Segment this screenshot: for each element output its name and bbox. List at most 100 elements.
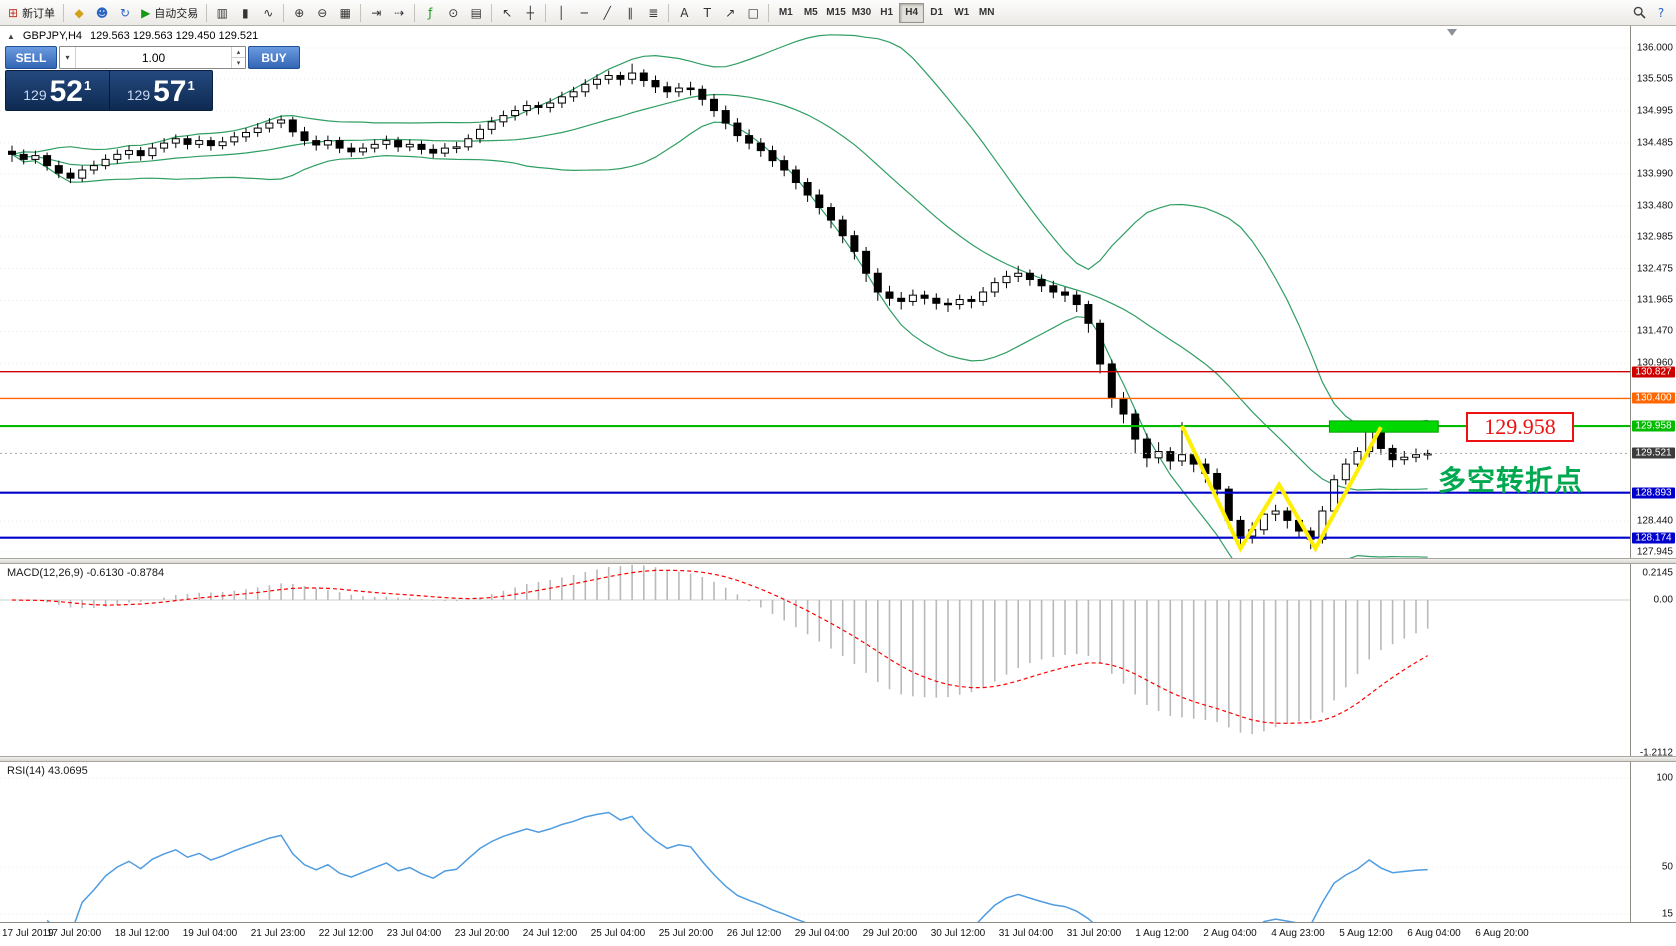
cursor-button[interactable]: ↖ (496, 2, 518, 23)
chart-ohlc-values: 129.563 129.563 129.450 129.521 (90, 30, 259, 42)
volume-down-icon[interactable]: ▾ (236, 60, 241, 67)
toolbar-separator (206, 3, 208, 22)
price-tick-label: 134.995 (1636, 105, 1673, 117)
line-chart-button[interactable]: ∿ (257, 2, 279, 23)
trendline-button[interactable]: ╱ (596, 2, 618, 23)
new-order-icon: ⊞ (8, 5, 19, 20)
search-button[interactable] (1628, 2, 1650, 23)
auto-trading-icon: ▶ (141, 5, 151, 20)
timeframe-button-H4[interactable]: H4 (899, 2, 925, 23)
volume-dropdown-icon[interactable]: ▾ (60, 47, 76, 68)
volume-spinner: ▴ ▾ (231, 47, 245, 68)
arrow-tool-button[interactable]: ↗ (719, 2, 741, 23)
indicators-icon: ƒ (428, 5, 433, 20)
price-tick-label: 127.945 (1636, 546, 1673, 558)
timeframe-button-D1[interactable]: D1 (924, 3, 949, 23)
chart-shift-marker (1447, 29, 1457, 36)
time-axis-label: 6 Aug 04:00 (1407, 928, 1461, 939)
level-price-label-blue: 128.893 (1632, 487, 1675, 499)
text-label-button[interactable]: T (696, 2, 718, 23)
auto-scroll-button[interactable]: ⇥ (365, 2, 387, 23)
timeframe-button-W1[interactable]: W1 (949, 3, 974, 23)
toolbar-separator (491, 3, 493, 22)
price-tick-label: 133.480 (1636, 200, 1673, 212)
rsi-scale-label: 50 (1661, 861, 1673, 873)
timeframe-button-MN[interactable]: MN (974, 3, 999, 23)
timeframe-button-M1[interactable]: M1 (773, 3, 798, 23)
new-order-button[interactable]: ⊞ 新订单 (4, 2, 59, 23)
time-axis[interactable]: 17 Jul 2019 17 Jul 20:00 18 Jul 12:00 19 Ju… (0, 922, 1676, 946)
zoom-out-button[interactable]: ⊖ (311, 2, 333, 23)
volume-up-icon[interactable]: ▴ (232, 47, 245, 58)
arrow-tool-icon: ↗ (725, 5, 736, 20)
buy-price-int: 129 (126, 87, 151, 103)
toolbar-separator (360, 3, 362, 22)
fibonacci-button[interactable]: ≣ (642, 2, 664, 23)
price-tick-label: 128.440 (1636, 515, 1673, 527)
price-tick-label: 131.470 (1636, 325, 1673, 337)
refresh-button[interactable]: ↻ (114, 2, 136, 23)
timeframe-button-M15[interactable]: M15 (823, 3, 848, 23)
price-scale[interactable]: 136.000 135.505 134.995 134.485 133.990 133.4… (1630, 26, 1676, 922)
sell-button[interactable]: SELL (5, 46, 57, 69)
time-axis-label: 30 Jul 12:00 (930, 928, 986, 939)
timeframe-button-M5[interactable]: M5 (798, 3, 823, 23)
indicators-button[interactable]: ƒ (419, 2, 441, 23)
zoom-in-button[interactable]: ⊕ (288, 2, 310, 23)
crosshair-button[interactable]: ┼ (519, 2, 541, 23)
new-order-label: 新订单 (22, 7, 56, 20)
shapes-button[interactable]: □ (742, 2, 764, 23)
zoom-out-icon: ⊖ (317, 5, 328, 20)
candlestick-chart-button[interactable]: ▮ (234, 2, 256, 23)
timeframe-button-H1[interactable]: H1 (874, 3, 899, 23)
cursor-icon: ↖ (502, 5, 513, 20)
candlestick-chart-icon: ▮ (241, 5, 249, 20)
buy-button[interactable]: BUY (248, 46, 300, 69)
buy-price-display[interactable]: 129 57 1 (108, 71, 213, 110)
macd-pane-splitter[interactable] (0, 558, 1676, 564)
help-button[interactable]: ? (1650, 2, 1672, 23)
timeframe-button-M30[interactable]: M30 (849, 3, 874, 23)
auto-trading-button[interactable]: ▶ 自动交易 (137, 2, 202, 23)
timeframe-toolbar: M1 M5 M15 M30 H1 H4 D1 W1 MN (773, 2, 999, 23)
metaeditor-button[interactable]: ◆ (68, 2, 90, 23)
oneclick-collapse-icon[interactable]: ▲ (7, 31, 15, 41)
channel-button[interactable]: ∥ (619, 2, 641, 23)
rsi-pane-splitter[interactable] (0, 756, 1676, 762)
chart-symbol-label: GBPJPY,H4 (22, 30, 83, 42)
text-button[interactable]: A (673, 2, 695, 23)
vertical-line-button[interactable]: │ (550, 2, 572, 23)
time-axis-label: 17 Jul 20:00 (46, 928, 102, 939)
fibonacci-icon: ≣ (648, 5, 659, 20)
macd-scale-label: 0.00 (1653, 594, 1673, 606)
tile-windows-icon: ▦ (339, 5, 351, 20)
zoom-in-icon: ⊕ (294, 5, 305, 20)
macd-scale-label: 0.2145 (1642, 567, 1673, 579)
bar-chart-button[interactable]: ▥ (211, 2, 233, 23)
channel-icon: ∥ (627, 5, 634, 20)
sell-price-display[interactable]: 129 52 1 (6, 71, 109, 110)
tile-windows-button[interactable]: ▦ (334, 2, 356, 23)
profile-button[interactable]: ☻ (91, 2, 113, 23)
volume-input[interactable] (76, 47, 231, 68)
templates-button[interactable]: ▤ (465, 2, 487, 23)
periods-button[interactable]: ⊙ (442, 2, 464, 23)
chart-title: ▲ GBPJPY,H4 129.563 129.563 129.450 129.… (7, 30, 258, 42)
time-axis-label: 23 Jul 20:00 (454, 928, 510, 939)
time-axis-label: 29 Jul 20:00 (862, 928, 918, 939)
time-axis-label: 22 Jul 12:00 (318, 928, 374, 939)
price-callout-box[interactable]: 129.958 (1466, 412, 1574, 442)
volume-control: ▾ ▴ ▾ (59, 46, 246, 69)
time-axis-label: 31 Jul 04:00 (998, 928, 1054, 939)
price-tick-label: 130.960 (1636, 357, 1673, 369)
help-icon: ? (1657, 5, 1665, 20)
toolbar-separator (768, 3, 770, 22)
text-label-icon: T (703, 5, 711, 20)
horizontal-line-button[interactable]: ─ (573, 2, 595, 23)
toolbar-separator (545, 3, 547, 22)
chart-shift-button[interactable]: ⇢ (388, 2, 410, 23)
pivot-annotation-text[interactable]: 多空转折点 (1438, 465, 1584, 496)
chart-shift-icon: ⇢ (394, 5, 405, 20)
